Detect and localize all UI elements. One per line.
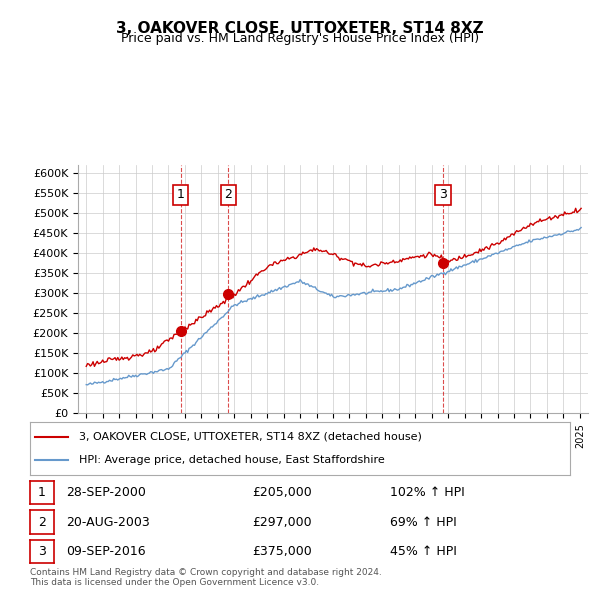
Text: 2: 2 — [224, 188, 232, 201]
Text: Contains HM Land Registry data © Crown copyright and database right 2024.
This d: Contains HM Land Registry data © Crown c… — [30, 568, 382, 587]
Text: 3: 3 — [38, 545, 46, 558]
Text: 45% ↑ HPI: 45% ↑ HPI — [390, 545, 457, 558]
Text: 3, OAKOVER CLOSE, UTTOXETER, ST14 8XZ: 3, OAKOVER CLOSE, UTTOXETER, ST14 8XZ — [116, 21, 484, 35]
Text: 28-SEP-2000: 28-SEP-2000 — [66, 486, 146, 499]
Text: 09-SEP-2016: 09-SEP-2016 — [66, 545, 146, 558]
Text: HPI: Average price, detached house, East Staffordshire: HPI: Average price, detached house, East… — [79, 455, 385, 465]
Text: Price paid vs. HM Land Registry's House Price Index (HPI): Price paid vs. HM Land Registry's House … — [121, 32, 479, 45]
Text: £297,000: £297,000 — [252, 516, 311, 529]
Text: 1: 1 — [177, 188, 185, 201]
Text: 69% ↑ HPI: 69% ↑ HPI — [390, 516, 457, 529]
Text: 2: 2 — [38, 516, 46, 529]
Text: 20-AUG-2003: 20-AUG-2003 — [66, 516, 150, 529]
Text: 3: 3 — [439, 188, 447, 201]
Text: 1: 1 — [38, 486, 46, 499]
Text: £375,000: £375,000 — [252, 545, 312, 558]
Text: £205,000: £205,000 — [252, 486, 312, 499]
Text: 3, OAKOVER CLOSE, UTTOXETER, ST14 8XZ (detached house): 3, OAKOVER CLOSE, UTTOXETER, ST14 8XZ (d… — [79, 432, 421, 442]
Text: 102% ↑ HPI: 102% ↑ HPI — [390, 486, 465, 499]
